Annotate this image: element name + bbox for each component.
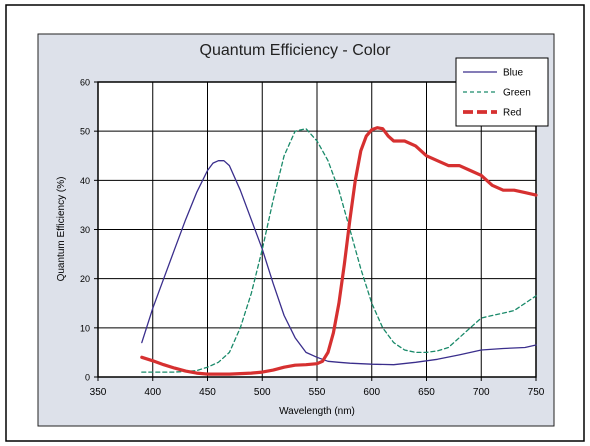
y-tick-label: 40: [80, 176, 90, 186]
x-tick-label: 450: [199, 387, 216, 398]
series-line-green: [141, 128, 537, 373]
x-axis-ticks: 350 400 450 500 550 600 650 700 750: [90, 377, 545, 398]
legend-label-red: Red: [503, 108, 521, 119]
series-line-blue: [141, 160, 537, 366]
x-tick-label: 500: [254, 387, 271, 398]
legend-label-blue: Blue: [503, 68, 523, 79]
legend-label-green: Green: [503, 88, 531, 99]
series-line-red: [140, 126, 538, 376]
series-layer: [140, 126, 538, 376]
x-tick-label: 750: [528, 387, 545, 398]
y-tick-label: 60: [80, 78, 90, 88]
x-tick-label: 600: [363, 387, 380, 398]
x-tick-label: 550: [309, 387, 326, 398]
y-tick-label: 0: [85, 373, 90, 383]
x-tick-label: 700: [473, 387, 490, 398]
y-tick-label: 50: [80, 127, 90, 137]
x-axis-label: Wavelength (nm): [279, 406, 355, 417]
y-axis-ticks: 0 10 20 30 40 50 60: [80, 78, 98, 383]
y-tick-label: 20: [80, 274, 90, 284]
y-tick-label: 10: [80, 323, 90, 333]
x-tick-label: 400: [144, 387, 161, 398]
gridlines: [98, 82, 536, 377]
legend-box: [455, 57, 549, 127]
legend: Blue Green Red: [455, 57, 549, 127]
x-tick-label: 350: [90, 387, 107, 398]
x-tick-label: 650: [418, 387, 435, 398]
chart-title: Quantum Efficiency - Color: [200, 42, 392, 59]
y-tick-label: 30: [80, 225, 90, 235]
y-axis-label: Quantum Efficiency (%): [56, 177, 67, 282]
